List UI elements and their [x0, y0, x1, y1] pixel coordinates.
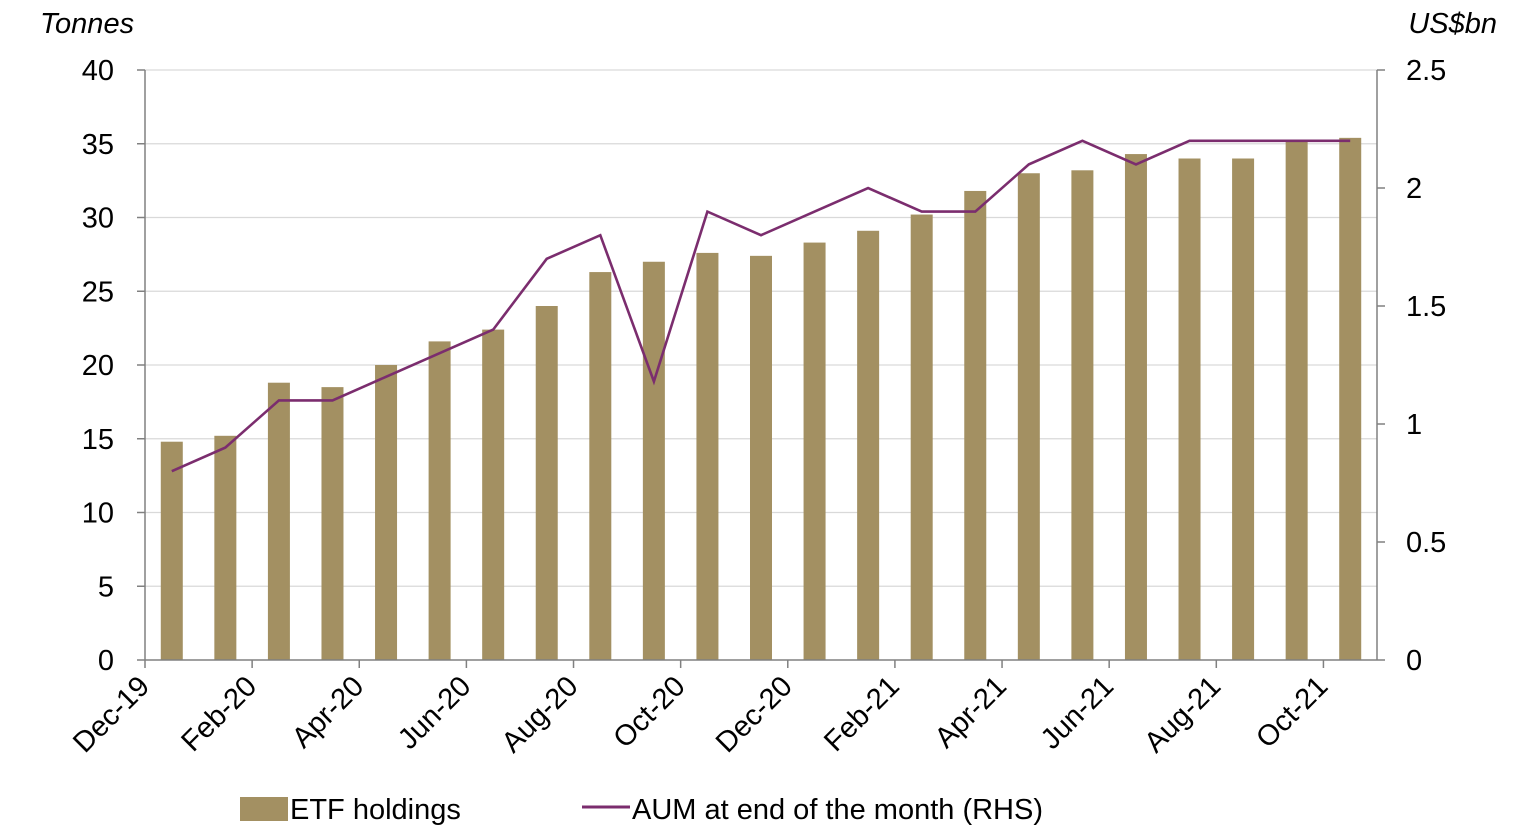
right-tick-label: 1 — [1406, 409, 1422, 441]
bar-Mar-21 — [964, 190, 987, 660]
bar-May-21 — [1071, 170, 1094, 661]
x-tick-label: Dec-19 — [67, 670, 156, 759]
right-tick-label: 0 — [1406, 645, 1422, 677]
x-tick-label: Jun-20 — [392, 670, 477, 755]
left-tick-label: 25 — [82, 276, 114, 308]
left-tick-label: 5 — [98, 571, 114, 603]
bar-May-20 — [428, 341, 451, 660]
bar-Apr-21 — [1017, 173, 1040, 660]
legend-label-aum: AUM at end of the month (RHS) — [632, 794, 1043, 826]
bar-Jul-21 — [1178, 158, 1201, 660]
bar-Apr-20 — [375, 365, 398, 660]
x-tick-label: Feb-20 — [175, 670, 263, 758]
x-tick-label: Jun-21 — [1035, 670, 1120, 755]
x-tick-label: Dec-20 — [710, 670, 799, 759]
bar-Sep-20 — [642, 261, 665, 660]
left-axis-ticks: 0 5 10 15 20 25 30 35 40 — [82, 55, 145, 677]
left-tick-label: 15 — [82, 424, 114, 456]
right-tick-label: 2.5 — [1406, 55, 1446, 87]
x-tick-label: Apr-21 — [929, 670, 1013, 754]
bar-series-etf-holdings — [160, 137, 1362, 661]
left-tick-label: 35 — [82, 129, 114, 161]
bar-Nov-20 — [750, 255, 772, 660]
bar-Sep-21 — [1285, 140, 1308, 661]
bar-Feb-21 — [910, 214, 933, 661]
left-tick-label: 20 — [82, 350, 114, 382]
x-axis-ticks: Dec-19 Feb-20 Apr-20 Jun-20 Aug-20 Oct-20 Dec-… — [67, 660, 1334, 759]
x-tick-label: Feb-21 — [818, 670, 906, 758]
right-tick-label: 0.5 — [1406, 527, 1446, 559]
bar-Jan-21 — [857, 230, 880, 660]
bar-Mar-20 — [321, 387, 344, 660]
x-tick-label: Aug-21 — [1139, 670, 1228, 759]
legend: ETF holdings AUM at end of the month (RH… — [240, 794, 1043, 826]
bar-Aug-20 — [589, 272, 612, 660]
bar-Jan-20 — [214, 435, 237, 660]
bar-Jul-20 — [535, 306, 558, 660]
right-axis-unit: US$bn — [1408, 8, 1497, 40]
left-tick-label: 10 — [82, 498, 114, 530]
bar-Dec-19 — [160, 441, 183, 660]
right-axis-ticks: 0 0.5 1 1.5 2 2.5 — [1377, 55, 1446, 677]
bar-Oct-21 — [1339, 137, 1362, 661]
right-tick-label: 2 — [1406, 173, 1422, 205]
bar-Jun-21 — [1124, 154, 1147, 660]
legend-label-etf-holdings: ETF holdings — [290, 794, 461, 826]
bar-Dec-20 — [803, 242, 826, 660]
left-tick-label: 30 — [82, 203, 114, 235]
x-tick-label: Oct-21 — [1250, 670, 1334, 754]
left-tick-label: 0 — [98, 645, 114, 677]
x-tick-label: Oct-20 — [607, 670, 691, 754]
right-tick-label: 1.5 — [1406, 291, 1446, 323]
bar-Oct-20 — [696, 252, 719, 660]
x-tick-label: Apr-20 — [286, 670, 370, 754]
bar-Jun-20 — [482, 329, 505, 660]
left-tick-label: 40 — [82, 55, 114, 87]
left-axis-unit: Tonnes — [40, 8, 134, 40]
bar-Feb-20 — [267, 382, 290, 660]
line-series-aum — [171, 139, 1351, 473]
x-tick-label: Aug-20 — [496, 670, 585, 759]
bar-Aug-21 — [1232, 158, 1255, 660]
legend-swatch-etf-holdings — [240, 797, 288, 821]
